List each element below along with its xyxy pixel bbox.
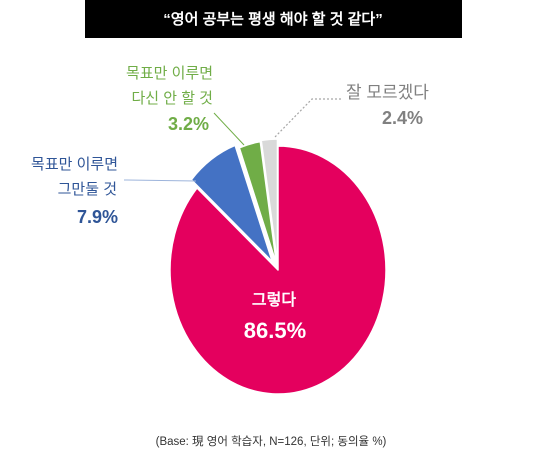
slice-label-not-sure: 잘 모르겠다 [346, 83, 429, 102]
pie-slice-quit-after-goal [190, 144, 274, 263]
leader-line-not-sure [273, 98, 341, 139]
chart-title: “영어 공부는 평생 해야 할 것 같다” [163, 10, 382, 28]
slice-label-never-again-line2: 다신 안 할 것 [131, 90, 213, 107]
slice-value-agree: 86.5% [244, 318, 306, 343]
slice-label-quit-after-goal-line1: 목표만 이루면 [31, 156, 118, 173]
footnote: (Base: 現 영어 학습자, N=126, 단위; 동의율 %) [156, 435, 387, 448]
title-banner [85, 0, 462, 38]
slice-label-never-again-line1: 목표만 이루면 [126, 65, 213, 82]
pie-slices [169, 138, 387, 395]
slice-label-agree: 그렇다 [252, 291, 296, 309]
slice-value-quit-after-goal: 7.9% [77, 207, 118, 227]
slice-value-not-sure: 2.4% [382, 108, 423, 128]
pie-slice-agree [169, 145, 387, 395]
leader-line-never-again-after-goal [213, 112, 245, 146]
slice-value-never-again: 3.2% [168, 114, 209, 134]
pie-slice-never-again-after-goal [238, 140, 278, 265]
leader-line-quit-after-goal [123, 179, 197, 182]
slice-label-quit-after-goal-line2: 그만둘 것 [58, 181, 117, 198]
pie-slice-not-sure [260, 138, 279, 264]
